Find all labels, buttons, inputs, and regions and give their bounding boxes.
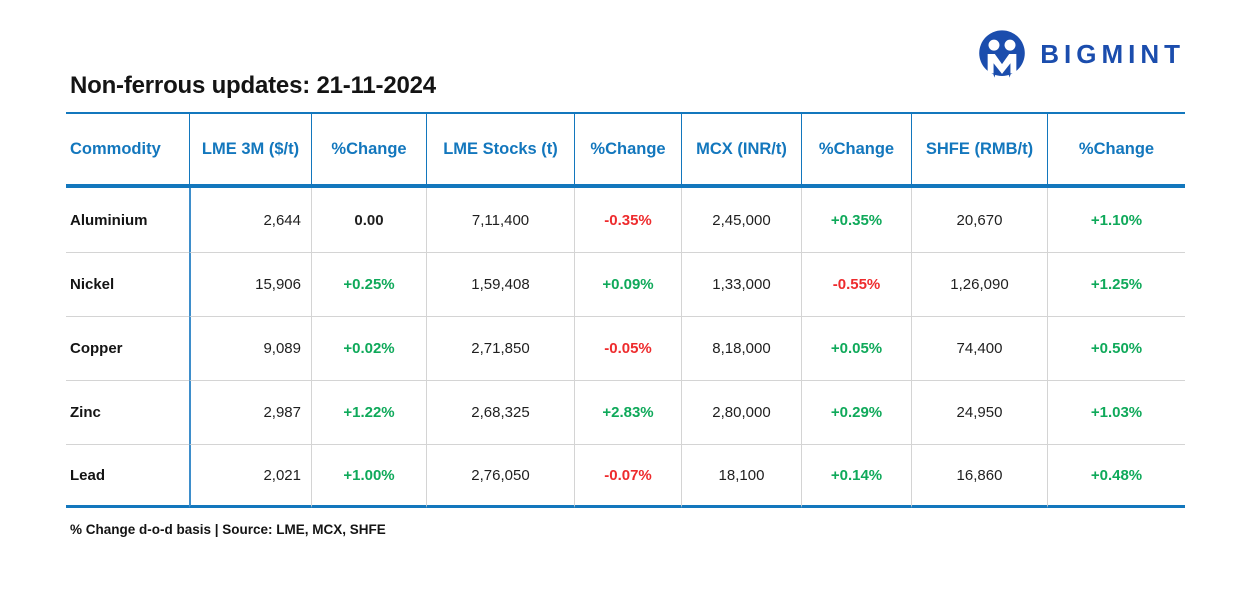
cell-lme-stocks: 7,11,400	[426, 188, 574, 252]
cell-mcx: 2,45,000	[681, 188, 801, 252]
cell-lme-stocks: 1,59,408	[426, 252, 574, 316]
cell-mcx-change: +0.14%	[801, 444, 911, 508]
cell-shfe: 1,26,090	[911, 252, 1047, 316]
col-header-commodity: Commodity	[66, 112, 189, 188]
col-header-lme-stocks: LME Stocks (t)	[426, 112, 574, 188]
cell-lme-stocks-change: -0.05%	[574, 316, 681, 380]
cell-commodity: Zinc	[66, 380, 189, 444]
bigmint-m-icon	[979, 30, 1026, 78]
cell-lme-stocks-change: -0.07%	[574, 444, 681, 508]
cell-lme-stocks-change: +0.09%	[574, 252, 681, 316]
cell-shfe: 16,860	[911, 444, 1047, 508]
cell-mcx: 1,33,000	[681, 252, 801, 316]
cell-shfe: 74,400	[911, 316, 1047, 380]
cell-mcx: 2,80,000	[681, 380, 801, 444]
table-row-copper: Copper 9,089 +0.02% 2,71,850 -0.05% 8,18…	[66, 316, 1185, 380]
cell-lme-3m-change: +0.02%	[311, 316, 426, 380]
commodity-table: Commodity LME 3M ($/t) %Change LME Stock…	[66, 112, 1185, 508]
cell-lme-3m-change: +1.22%	[311, 380, 426, 444]
cell-shfe-change: +1.25%	[1047, 252, 1185, 316]
cell-mcx-change: -0.55%	[801, 252, 911, 316]
table-row-zinc: Zinc 2,987 +1.22% 2,68,325 +2.83% 2,80,0…	[66, 380, 1185, 444]
cell-mcx: 18,100	[681, 444, 801, 508]
cell-commodity: Aluminium	[70, 211, 148, 229]
cell-lme-3m-change: +1.00%	[311, 444, 426, 508]
cell-shfe-change: +0.50%	[1047, 316, 1185, 380]
cell-commodity: Nickel	[66, 252, 189, 316]
cell-lme-3m: 2,987	[189, 380, 311, 444]
table-row-lead: Lead 2,021 +1.00% 2,76,050 -0.07% 18,100…	[66, 444, 1185, 508]
cell-lme-3m-change: +0.25%	[311, 252, 426, 316]
col-header-lme-stocks-change: %Change	[574, 112, 681, 188]
cell-lme-3m: 9,089	[189, 316, 311, 380]
brand-wordmark: BIGMINT	[1040, 38, 1185, 69]
cell-shfe: 24,950	[911, 380, 1047, 444]
commodity-table-wrap: Commodity LME 3M ($/t) %Change LME Stock…	[66, 112, 1185, 508]
cell-shfe-change: +0.48%	[1047, 444, 1185, 508]
table-row-aluminium: Aluminium 2,644 0.00 7,11,400 -0.35% 2,4…	[66, 188, 1185, 252]
cell-lme-3m: 15,906	[189, 252, 311, 316]
source-note: % Change d-o-d basis | Source: LME, MCX,…	[70, 522, 386, 537]
cell-lme-3m: 2,644	[189, 188, 311, 252]
col-header-shfe: SHFE (RMB/t)	[911, 112, 1047, 188]
cell-lme-stocks: 2,76,050	[426, 444, 574, 508]
col-header-mcx-change: %Change	[801, 112, 911, 188]
header-row: Commodity LME 3M ($/t) %Change LME Stock…	[66, 112, 1185, 188]
cell-lme-stocks: 2,68,325	[426, 380, 574, 444]
cell-mcx-change: +0.35%	[801, 188, 911, 252]
cell-lme-3m-change: 0.00	[311, 188, 426, 252]
table-row-nickel: Nickel 15,906 +0.25% 1,59,408 +0.09% 1,3…	[66, 252, 1185, 316]
cell-shfe: 20,670	[911, 188, 1047, 252]
col-header-shfe-change: %Change	[1047, 112, 1185, 188]
cell-commodity: Lead	[66, 444, 189, 508]
col-header-lme-3m-change: %Change	[311, 112, 426, 188]
cell-mcx-change: +0.29%	[801, 380, 911, 444]
cell-shfe-change: +1.03%	[1047, 380, 1185, 444]
col-header-lme-3m: LME 3M ($/t)	[189, 112, 311, 188]
cell-commodity: Copper	[66, 316, 189, 380]
col-header-mcx: MCX (INR/t)	[681, 112, 801, 188]
cell-lme-stocks: 2,71,850	[426, 316, 574, 380]
cell-lme-3m: 2,021	[189, 444, 311, 508]
bigmint-logo: BIGMINT	[975, 26, 1185, 82]
cell-lme-stocks-change: -0.35%	[574, 188, 681, 252]
cell-mcx: 8,18,000	[681, 316, 801, 380]
cell-shfe-change: +1.10%	[1047, 188, 1185, 252]
cell-mcx-change: +0.05%	[801, 316, 911, 380]
cell-lme-stocks-change: +2.83%	[574, 380, 681, 444]
page-title: Non-ferrous updates: 21-11-2024	[70, 72, 436, 99]
